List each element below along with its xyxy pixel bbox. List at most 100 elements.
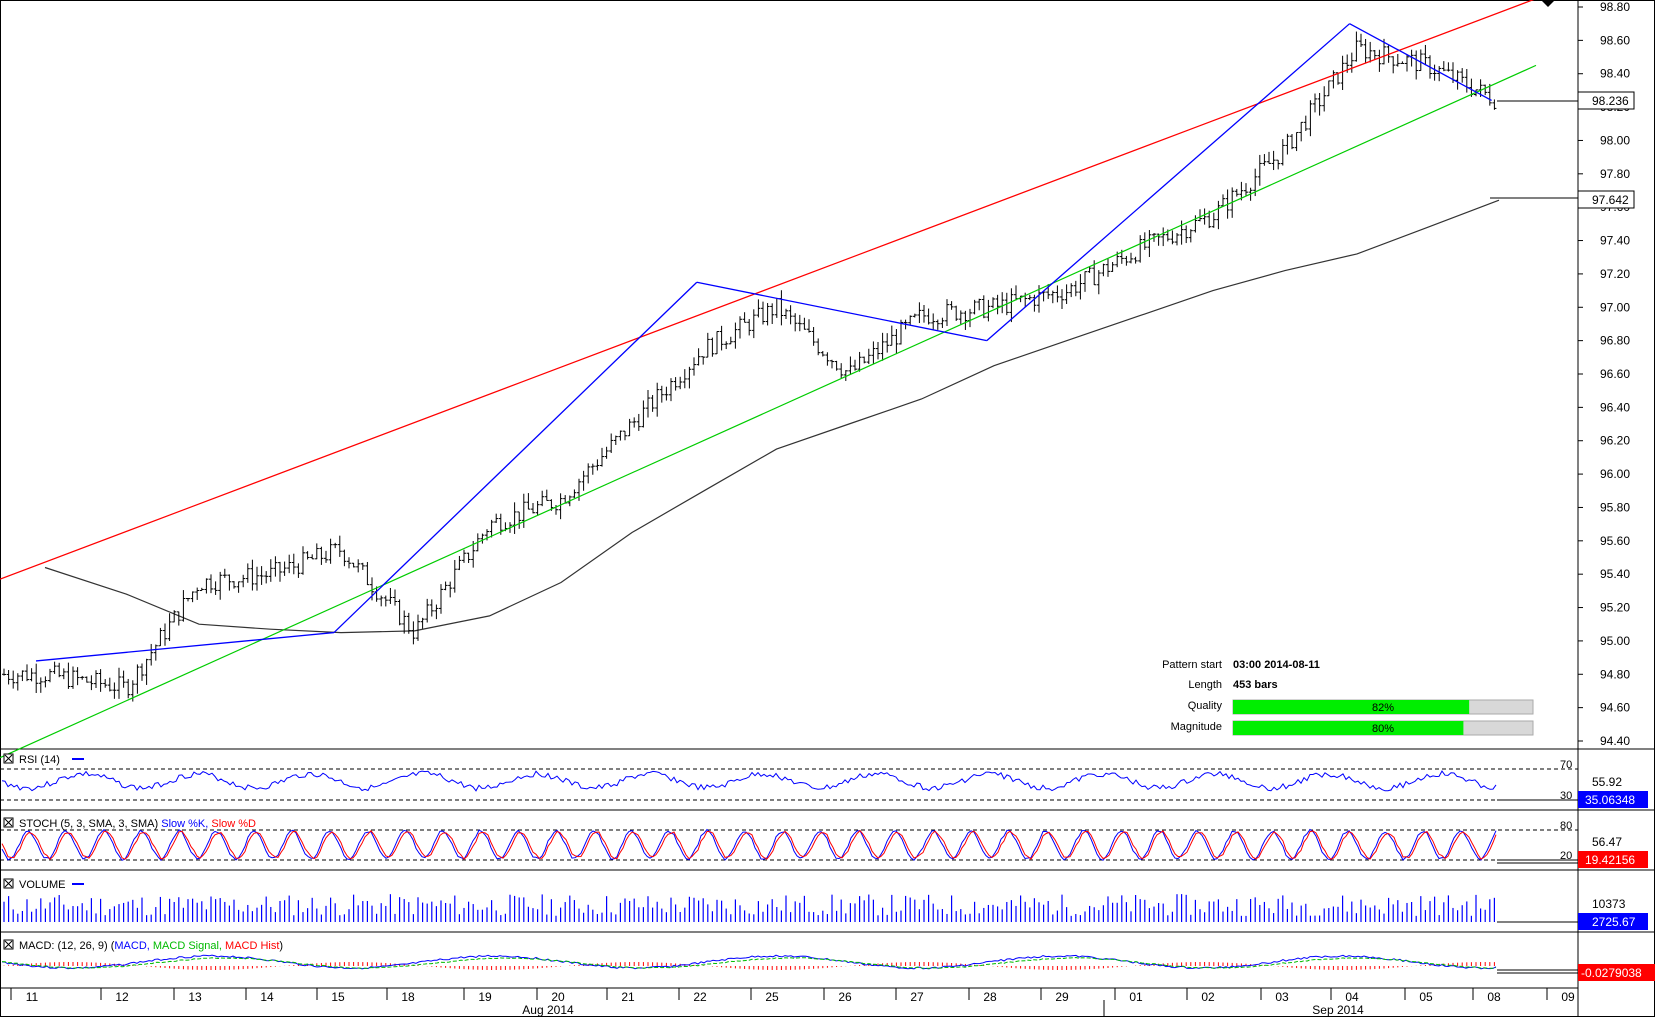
price-tick-label: 95.40 [1600,567,1630,581]
day-tick-label: 21 [621,990,635,1004]
macd-title: MACD: (12, 26, 9) (MACD, MACD Signal, MA… [19,940,283,952]
price-tick-label: 95.00 [1600,634,1630,648]
day-tick-label: 02 [1201,990,1215,1004]
volume-pane: VOLUME 10373 2725.67 [3,878,1648,930]
stoch-level-20-label: 20 [1560,850,1572,862]
stoch-scale-label: 56.47 [1592,835,1622,849]
magnitude-value: 80% [1372,723,1394,735]
zigzag-segment [696,281,987,342]
stoch-title: STOCH (5, 3, SMA, 3, SMA) Slow %K, Slow … [19,818,256,830]
rsi-value-label: 35.06348 [1585,793,1635,807]
price-axis: 98.8098.6098.4098.2098.0097.8097.6097.40… [1578,0,1630,748]
channel-upper-line [0,0,1535,580]
macd-value-label: -0.0279038 [1581,966,1642,980]
zigzag-segment [333,281,698,634]
day-tick-label: 29 [1055,990,1069,1004]
day-tick-label: 18 [401,990,415,1004]
quality-label: Quality [1188,700,1223,712]
rsi-scale-label: 55.92 [1592,775,1622,789]
stoch-k-legend: Slow %K, [161,818,208,830]
current-price-box [1577,91,1635,110]
day-tick-label: 03 [1275,990,1289,1004]
price-tick-label: 95.60 [1600,534,1630,548]
magnitude-label: Magnitude [1171,721,1222,733]
stoch-title-text: STOCH (5, 3, SMA, 3, SMA) [19,818,158,830]
day-tick-label: 11 [26,990,39,1004]
stoch-d-line [1,829,1497,860]
price-tick-label: 97.80 [1600,167,1630,181]
rsi-line [1,770,1497,792]
price-tick-label: 96.20 [1600,434,1630,448]
day-tick-label: 01 [1129,990,1143,1004]
trend-lines-group [0,0,1537,759]
stoch-value-box [1578,851,1648,868]
price-tick-label: 96.00 [1600,467,1630,481]
price-tick-label: 98.60 [1600,33,1630,47]
volume-value-box [1578,913,1648,930]
rsi-level-70-label: 70 [1560,759,1572,771]
moving-average-group [44,199,1500,634]
macd-line [1,954,1497,970]
magnitude-bar-fill [1233,721,1464,735]
volume-value-label: 2725.67 [1592,915,1636,929]
price-tick-label: 95.80 [1600,500,1630,514]
price-tick-label: 97.00 [1600,300,1630,314]
stoch-value-label: 19.42156 [1585,853,1635,867]
month-label: Aug 2014 [522,1003,574,1017]
pattern-start-value: 03:00 2014-08-11 [1233,659,1320,671]
day-tick-label: 27 [910,990,924,1004]
macd-signal-line [1,956,1497,969]
volume-scale-label: 10373 [1592,897,1626,911]
volume-close-icon-cross [4,879,13,888]
volume-bars [3,894,1496,922]
ma-price-label: 97.642 [1592,193,1629,207]
quality-value: 82% [1372,702,1394,714]
stoch-close-icon-cross [4,818,13,827]
price-tick-label: 95.20 [1600,601,1630,615]
moving-average-line [44,199,1500,634]
day-tick-label: 13 [188,990,202,1004]
day-tick-label: 20 [551,990,565,1004]
day-tick-label: 04 [1345,990,1359,1004]
macd-signal-legend: MACD Signal, [153,940,222,952]
zigzag-segment [35,631,335,662]
price-tick-label: 98.00 [1600,133,1630,147]
price-tick-label: 94.60 [1600,701,1630,715]
day-tick-label: 19 [478,990,492,1004]
stoch-k-line [1,828,1497,861]
macd-value-box [1578,964,1655,981]
arrow-down-icon [1541,0,1555,7]
day-tick-label: 22 [693,990,707,1004]
day-tick-label: 15 [331,990,345,1004]
rsi-value-box [1578,791,1648,808]
day-tick-label: 14 [260,990,274,1004]
zigzag-segment [986,23,1351,342]
price-tick-label: 94.40 [1600,734,1630,748]
price-tick-label: 94.80 [1600,667,1630,681]
macd-hist-legend: MACD Hist [225,940,279,952]
price-tick-label: 97.20 [1600,267,1630,281]
price-tick-label: 96.40 [1600,400,1630,414]
pattern-length-label: Length [1188,679,1222,691]
rsi-pane: RSI (14) 70 30 55.92 35.06348 [0,753,1648,808]
price-tick-label: 98.80 [1600,0,1630,14]
pattern-length-value: 453 bars [1233,679,1278,691]
stoch-pane: STOCH (5, 3, SMA, 3, SMA) Slow %K, Slow … [0,817,1648,868]
stoch-d-legend: Slow %D [211,818,256,830]
day-tick-label: 09 [1561,990,1575,1004]
rsi-close-icon-cross [4,754,13,763]
rsi-title: RSI (14) [19,754,60,766]
ma-price-box [1577,190,1635,209]
day-tick-label: 12 [115,990,129,1004]
price-tick-label: 98.40 [1600,67,1630,81]
day-tick-label: 08 [1487,990,1501,1004]
candles-group [2,31,1497,702]
time-axis: 11 12 13 14 15 18 19 20 21 22 25 26 27 28 29 01 02 03 04 05… [10,988,1575,1017]
quality-bar-fill [1233,700,1470,714]
zigzag-segment [1349,23,1492,101]
pattern-info-panel: Pattern start 03:00 2014-08-11 Length 45… [1162,659,1534,736]
current-price-label: 98.236 [1592,94,1629,108]
price-tick-label: 97.40 [1600,234,1630,248]
